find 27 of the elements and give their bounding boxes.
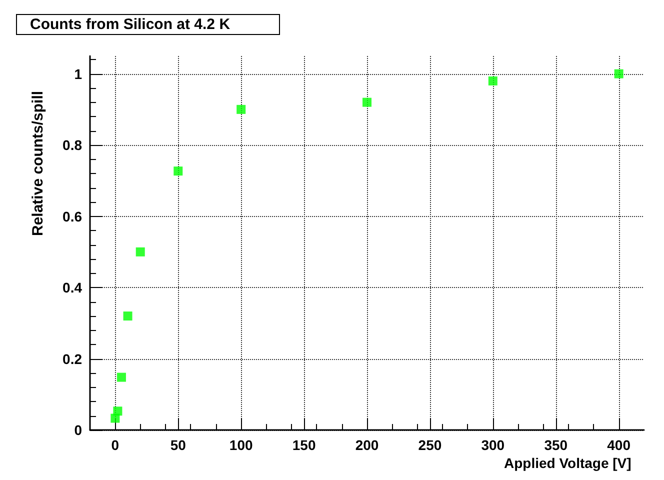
- x-tick-label: 200: [355, 437, 379, 453]
- y-tick-label: 0.2: [62, 350, 82, 367]
- y-tick-label: 0.6: [62, 208, 82, 224]
- x-tick-label: 300: [481, 437, 505, 453]
- point: [174, 166, 183, 176]
- y-tick-label: 0: [74, 422, 82, 438]
- x-tick-label: 100: [229, 437, 253, 453]
- point: [113, 406, 122, 416]
- x-axis-title: Applied Voltage [V]: [504, 455, 632, 471]
- x-tick-label: 250: [418, 437, 442, 453]
- x-tick-label: 350: [544, 437, 568, 453]
- point: [123, 312, 132, 321]
- point: [362, 98, 372, 107]
- y-tick-label: 0.4: [62, 280, 82, 296]
- x-tick-label: 50: [170, 437, 186, 453]
- point: [136, 247, 145, 256]
- x-tick-label: 0: [111, 437, 120, 453]
- chart-title: Counts from Silicon at 4.2 K: [30, 16, 230, 33]
- x-tick-label: 400: [607, 437, 631, 453]
- y-axis-title: Relative counts/spill: [30, 90, 46, 236]
- x-tick-label: 150: [292, 437, 316, 453]
- y-tick-label: 1: [74, 66, 82, 82]
- point: [488, 76, 498, 86]
- point: [236, 104, 246, 114]
- point: [614, 69, 624, 78]
- y-tick-label: 0.8: [62, 137, 82, 154]
- point: [116, 372, 126, 382]
